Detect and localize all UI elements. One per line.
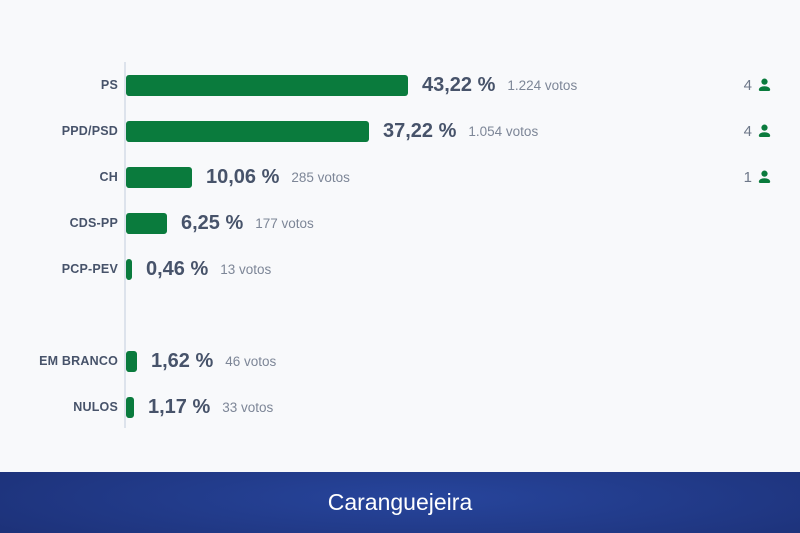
party-label: EM BRANCO	[0, 354, 118, 368]
mandates-count: 1	[744, 169, 752, 186]
result-bar	[126, 397, 134, 418]
result-row: CH 10,06 % 285 votos 1	[0, 154, 800, 200]
result-bar	[126, 259, 132, 280]
results-bar-chart: PS 43,22 % 1.224 votos 4 PPD/PSD 37,22 %…	[0, 0, 800, 533]
percent-label: 6,25 %	[181, 212, 243, 235]
votes-label: 13 votos	[220, 262, 271, 277]
party-label: PPD/PSD	[0, 124, 118, 138]
mandates: 1	[744, 154, 773, 200]
result-row: EM BRANCO 1,62 % 46 votos	[0, 338, 800, 384]
mandates-count: 4	[744, 77, 752, 94]
result-bar	[126, 351, 137, 372]
percent-label: 10,06 %	[206, 166, 279, 189]
location-title: Caranguejeira	[328, 489, 472, 516]
percent-label: 37,22 %	[383, 120, 456, 143]
result-bar	[126, 121, 369, 142]
person-icon	[756, 169, 773, 186]
votes-label: 285 votos	[291, 170, 350, 185]
percent-label: 1,62 %	[151, 350, 213, 373]
mandates: 4	[744, 108, 773, 154]
location-banner: Caranguejeira	[0, 472, 800, 533]
result-row: PPD/PSD 37,22 % 1.054 votos 4	[0, 108, 800, 154]
election-results-screen: PS 43,22 % 1.224 votos 4 PPD/PSD 37,22 %…	[0, 0, 800, 533]
result-row: PCP-PEV 0,46 % 13 votos	[0, 246, 800, 292]
mandates-count: 4	[744, 123, 752, 140]
percent-label: 1,17 %	[148, 396, 210, 419]
votes-label: 1.224 votos	[507, 78, 577, 93]
votes-label: 33 votos	[222, 400, 273, 415]
party-label: CDS-PP	[0, 216, 118, 230]
result-bar	[126, 75, 408, 96]
person-icon	[756, 77, 773, 94]
result-bar	[126, 167, 192, 188]
result-bar	[126, 213, 167, 234]
mandates: 4	[744, 62, 773, 108]
result-row: CDS-PP 6,25 % 177 votos	[0, 200, 800, 246]
party-label: NULOS	[0, 400, 118, 414]
person-icon	[756, 123, 773, 140]
result-row: NULOS 1,17 % 33 votos	[0, 384, 800, 430]
percent-label: 0,46 %	[146, 258, 208, 281]
party-label: CH	[0, 170, 118, 184]
party-label: PCP-PEV	[0, 262, 118, 276]
votes-label: 177 votos	[255, 216, 314, 231]
party-label: PS	[0, 78, 118, 92]
votes-label: 46 votos	[225, 354, 276, 369]
percent-label: 43,22 %	[422, 74, 495, 97]
votes-label: 1.054 votos	[468, 124, 538, 139]
result-row: PS 43,22 % 1.224 votos 4	[0, 62, 800, 108]
